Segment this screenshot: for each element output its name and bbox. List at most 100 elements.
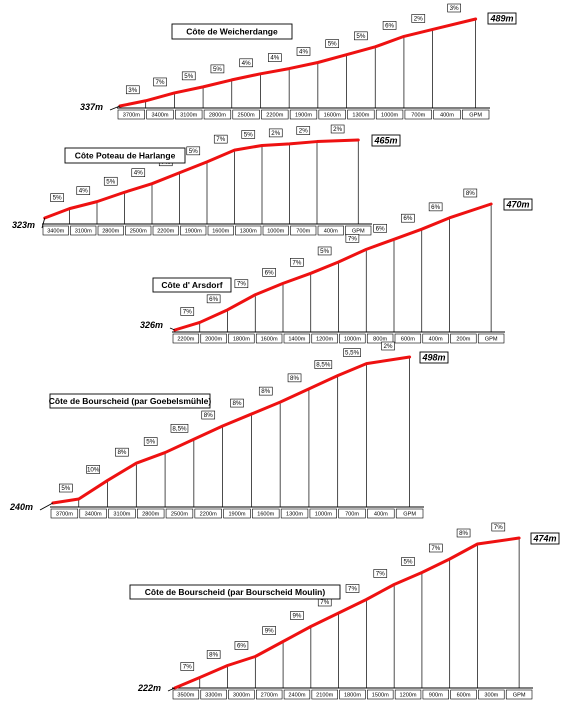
distance-label: 400m <box>440 113 454 119</box>
elevation-profile-line <box>43 138 360 220</box>
gradient-box <box>345 234 360 243</box>
distance-box <box>422 689 449 700</box>
distance-label: 1000m <box>381 113 398 119</box>
distance-label: 2500m <box>130 229 147 235</box>
gradient-box <box>447 3 461 13</box>
distance-label: 3400m <box>47 229 64 235</box>
gradient-box <box>234 641 249 650</box>
gradient-box <box>143 437 158 446</box>
start-elevation: 240m <box>9 502 33 512</box>
distance-label: 700m <box>345 512 359 518</box>
gradient-label: 7% <box>183 664 192 671</box>
gradient-box <box>287 373 302 383</box>
distance-box <box>228 333 255 344</box>
distance-box <box>404 109 432 120</box>
gradient-box <box>456 528 471 538</box>
distance-box <box>317 225 344 236</box>
distance-label: GPM <box>352 229 365 235</box>
distance-box <box>477 333 505 344</box>
gradient-box <box>76 186 91 195</box>
distance-box <box>309 508 337 519</box>
gradient-box <box>429 543 443 553</box>
distance-box <box>450 333 477 344</box>
distance-box <box>108 508 136 519</box>
gradient-box <box>290 611 304 620</box>
gradient-label: 7% <box>183 308 192 315</box>
distance-box <box>338 508 366 519</box>
gradient-label: 10% <box>87 466 100 473</box>
gradient-label: 7% <box>237 281 246 288</box>
gradient-label: 5% <box>244 131 253 138</box>
gradient-box <box>180 307 195 316</box>
end-elevation-box <box>487 12 517 25</box>
gradient-label: 4% <box>299 49 308 56</box>
climb-profile-4: 3700m 3400m 3100m 2800m 2500m 2200m 1900m 1600m… <box>9 341 449 519</box>
gradient-label: 8,5% <box>172 425 187 432</box>
end-elevation: 498m <box>421 353 445 363</box>
distance-label: 2800m <box>209 113 226 119</box>
distance-label: 1600m <box>257 512 274 518</box>
gradient-label: 2% <box>333 126 342 133</box>
gradient-label: 5% <box>213 66 222 73</box>
gradient-box <box>491 522 506 532</box>
gradient-box <box>296 126 311 135</box>
distance-label: 800m <box>373 337 387 343</box>
climb-profile-5: 3500m 3300m 3000m 2700m 2400m 2100m 1800m 1500m… <box>129 522 560 700</box>
gradient-label: 5% <box>61 485 70 492</box>
distance-label: 1000m <box>267 229 284 235</box>
gradient-label: 7% <box>320 599 329 606</box>
distance-label: 1800m <box>233 337 250 343</box>
distance-box <box>280 508 309 519</box>
distance-box <box>125 225 152 236</box>
distance-box <box>318 109 346 120</box>
distance-box <box>203 109 232 120</box>
gradient-label: 5% <box>404 559 413 566</box>
distance-label: 1600m <box>324 113 341 119</box>
distance-label: GPM <box>469 113 482 119</box>
distance-box <box>79 508 107 519</box>
gradient-label: 8% <box>466 190 475 197</box>
distance-box <box>175 109 203 120</box>
elevation-profile-line <box>118 17 478 108</box>
gradient-box <box>268 128 283 138</box>
distance-label: 2500m <box>171 512 188 518</box>
start-elevation: 326m <box>140 320 163 330</box>
distance-label: 600m <box>457 693 471 699</box>
start-elevation-leader <box>39 502 54 511</box>
gradient-label: 5% <box>189 148 198 155</box>
distance-label: 600m <box>401 337 415 343</box>
distance-box <box>283 689 311 700</box>
climb-profile-3: 2200m 2000m 1800m 1600m 1400m 1200m 1000m 800m 6… <box>140 188 533 344</box>
distance-label: 1900m <box>295 113 312 119</box>
distance-label: 1400m <box>288 337 305 343</box>
distance-label: 3100m <box>75 229 92 235</box>
distance-label: 900m <box>429 693 443 699</box>
distance-label: 3700m <box>56 512 73 518</box>
gradient-box <box>153 77 167 87</box>
gradient-box <box>206 294 221 304</box>
distance-label: 3400m <box>151 113 168 119</box>
distance-label: 1300m <box>286 512 303 518</box>
gradient-box <box>262 268 276 277</box>
distance-box <box>207 225 234 236</box>
distance-box <box>505 689 533 700</box>
gradient-label: 6% <box>376 225 385 232</box>
gradient-box <box>181 71 196 81</box>
distance-box <box>289 109 318 120</box>
distance-label: 1300m <box>352 113 369 119</box>
distance-label: 1600m <box>212 229 229 235</box>
gradient-box <box>201 410 216 420</box>
gradient-box <box>234 279 249 289</box>
gradient-box <box>411 14 426 23</box>
gradient-label: 7% <box>348 586 357 593</box>
distance-box <box>478 689 505 700</box>
gradient-box <box>373 569 388 578</box>
distance-label: 1200m <box>316 337 333 343</box>
distance-box <box>290 225 317 236</box>
distance-box <box>50 508 79 519</box>
distance-label: 1000m <box>315 512 332 518</box>
end-elevation: 465m <box>373 136 397 146</box>
distance-label: 1600m <box>261 337 278 343</box>
end-elevation-box <box>503 198 533 211</box>
distance-box <box>180 225 207 236</box>
